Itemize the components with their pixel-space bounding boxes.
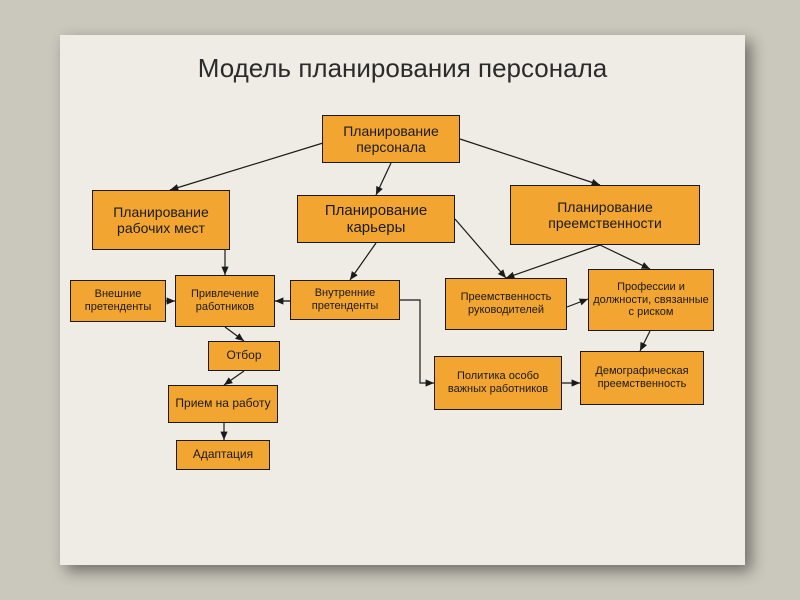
edge [640,331,650,351]
node-riskjobs: Профессии и должности, связанные с риско… [588,269,714,331]
slide-title: Модель планирования персонала [60,53,745,84]
edge [376,163,391,195]
node-root: Планирование персонала [322,115,460,163]
slide-outer: Модель планирования персонала Планирован… [0,0,800,600]
node-demo: Демографическая преемственность [580,351,704,405]
edge [224,371,244,385]
node-selection: Отбор [208,341,280,371]
node-vip: Политика особо важных работников [434,356,562,410]
edge [350,243,376,280]
node-hire: Прием на работу [168,385,278,423]
node-career: Планирование карьеры [297,195,455,243]
node-workplaces: Планирование рабочих мест [92,190,230,250]
node-internal: Внутренние претенденты [290,280,400,320]
node-external: Внешние претенденты [70,280,166,322]
node-succleaders: Преемственность руководителей [445,278,567,330]
node-attract: Привлечение работников [175,275,275,327]
edge [225,327,244,341]
edge [506,245,600,278]
edge [600,245,650,269]
edge [460,139,600,185]
slide-card: Модель планирования персонала Планирован… [60,35,745,565]
node-adapt: Адаптация [176,440,270,470]
edge [400,300,434,383]
edge [455,219,506,278]
edge [170,139,336,190]
edge [567,299,588,307]
node-succession: Планирование преемственности [510,185,700,245]
